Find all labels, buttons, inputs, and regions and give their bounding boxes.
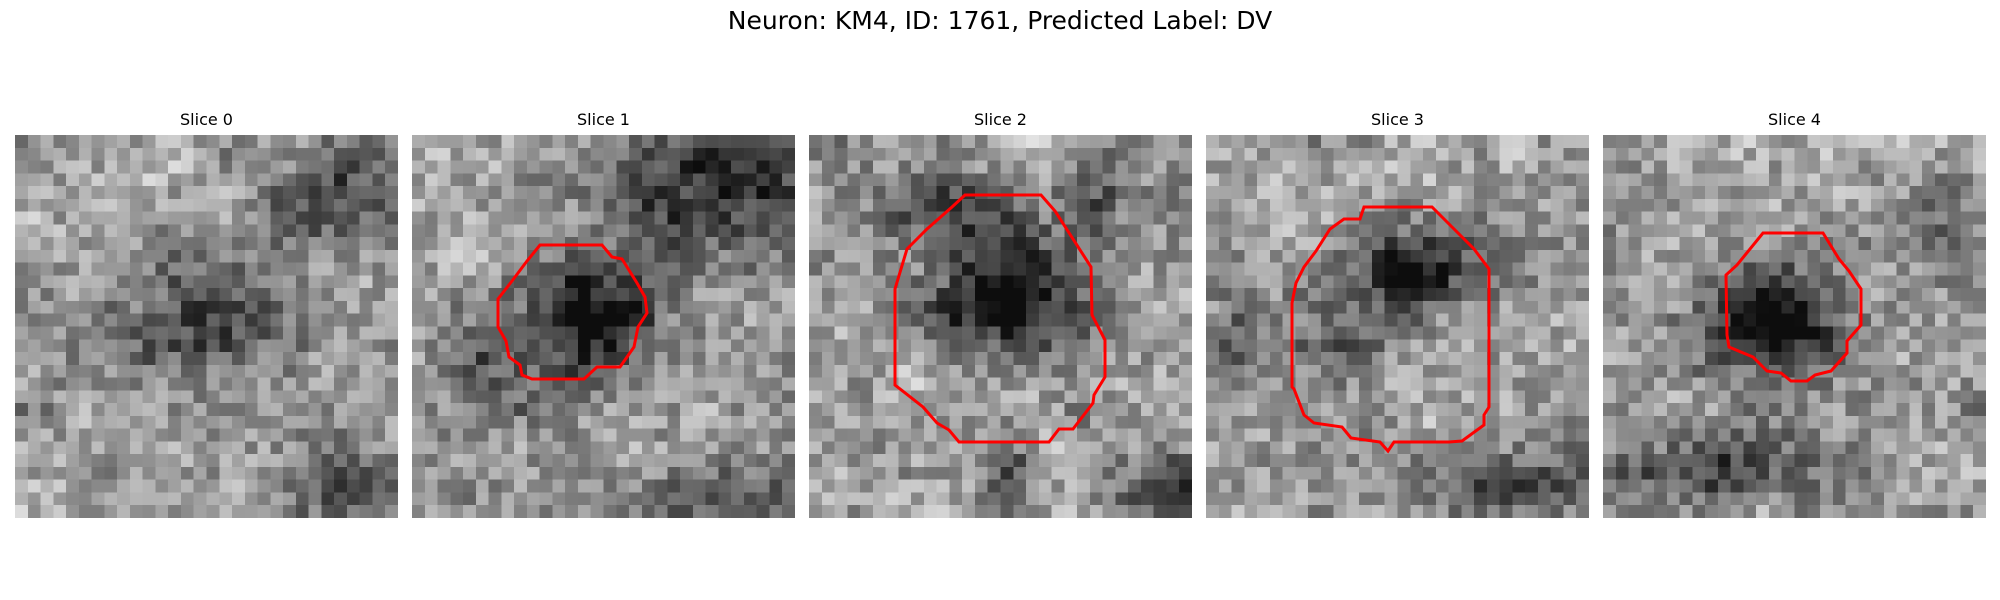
slice-2-image xyxy=(809,135,1192,518)
slice-4-image xyxy=(1603,135,1986,518)
slice-2-panel xyxy=(809,135,1192,518)
slice-0-image xyxy=(15,135,398,518)
slice-1-contour-layer xyxy=(496,243,649,381)
slice-3-title: Slice 3 xyxy=(1371,110,1424,129)
slice-3-image xyxy=(1206,135,1589,518)
slice-4-contour xyxy=(1724,231,1863,383)
slice-4-title: Slice 4 xyxy=(1768,110,1821,129)
slice-2-contour-layer xyxy=(893,193,1107,444)
slice-3-contour-layer xyxy=(1290,205,1491,454)
slice-1-image xyxy=(412,135,795,518)
slice-2-title: Slice 2 xyxy=(974,110,1027,129)
slice-0-title: Slice 0 xyxy=(180,110,233,129)
slice-0-panel xyxy=(15,135,398,518)
slice-1-title: Slice 1 xyxy=(577,110,630,129)
slice-1-contour xyxy=(496,243,649,381)
slice-1-panel xyxy=(412,135,795,518)
slice-4-panel xyxy=(1603,135,1986,518)
figure-title: Neuron: KM4, ID: 1761, Predicted Label: … xyxy=(727,6,1273,35)
slice-2-contour xyxy=(893,193,1107,444)
slice-3-contour xyxy=(1290,205,1491,454)
slice-3-panel xyxy=(1206,135,1589,518)
slice-4-contour-layer xyxy=(1724,231,1863,383)
